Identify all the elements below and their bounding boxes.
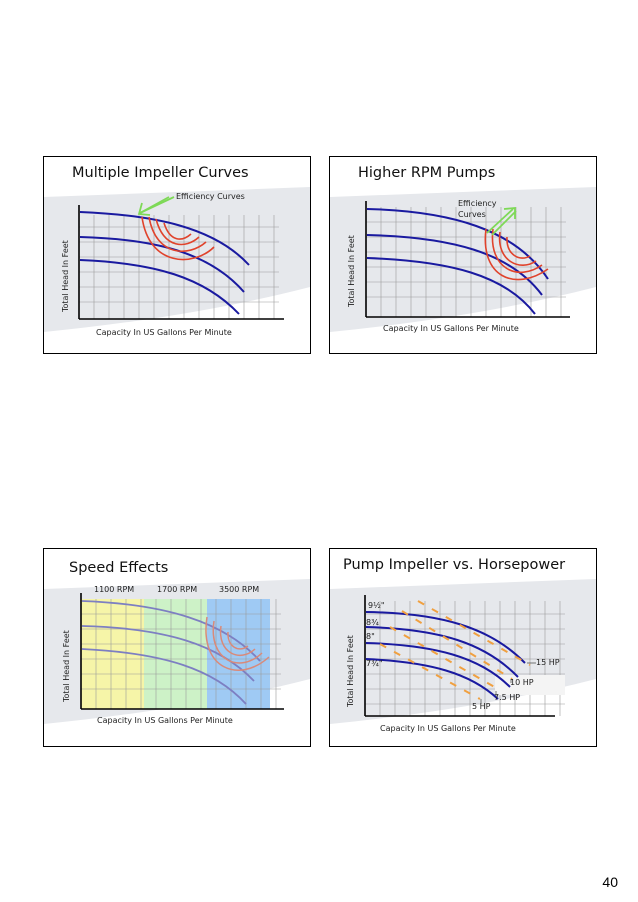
pump-curve-small — [79, 259, 240, 315]
pump-curve-mid — [81, 625, 255, 682]
impeller-label-8-75: 8¾ — [366, 618, 379, 627]
slide-pump-impeller-vs-horsepower: Pump Impeller vs. Horsepower 9½" 8¾ 8" 7… — [329, 548, 597, 747]
y-axis-label: Total Head In Feet — [61, 240, 70, 312]
efficiency-curves — [205, 616, 270, 671]
label-backdrop — [495, 675, 565, 695]
slide-title: Pump Impeller vs. Horsepower — [343, 557, 566, 573]
efficiency-curve-outer — [205, 616, 270, 671]
slide-multiple-impeller-curves: Multiple Impeller Curves Efficiency Curv… — [43, 156, 311, 354]
hp-line-15 — [417, 600, 531, 666]
rpm-label-3500: 3500 RPM — [219, 585, 260, 594]
x-axis-label: Capacity In US Gallons Per Minute — [380, 724, 516, 733]
slide-title: Multiple Impeller Curves — [72, 165, 249, 181]
hp-line-10 — [401, 610, 513, 680]
efficiency-curve-2 — [491, 228, 543, 274]
hp-label-5: 5 HP — [472, 702, 491, 711]
impeller-chart — [44, 187, 310, 332]
efficiency-curve-3 — [219, 625, 256, 657]
rpm-label-1700: 1700 RPM — [157, 585, 198, 594]
efficiency-curve-2 — [148, 216, 207, 252]
horsepower-lines — [379, 600, 531, 700]
chart-grid — [366, 207, 566, 317]
efficiency-curve-outer — [484, 228, 549, 281]
rpm-label-1100: 1100 RPM — [94, 585, 135, 594]
efficiency-curves — [141, 216, 215, 261]
hp-label-10: 10 HP — [510, 678, 534, 687]
slide-speed-effects: Speed Effects 1100 RPM 1700 RPM 3500 RPM… — [43, 548, 311, 747]
chart-grid — [365, 601, 565, 716]
efficiency-arrow-icon — [137, 196, 175, 216]
slide-title: Higher RPM Pumps — [358, 165, 496, 181]
efficiency-curve-inner — [163, 222, 192, 240]
horsepower-chart — [330, 579, 596, 724]
efficiency-annotation: Efficiency Curves — [176, 192, 245, 201]
x-axis-label: Capacity In US Gallons Per Minute — [96, 328, 232, 337]
zone-1700-rpm — [144, 599, 207, 709]
efficiency-curve-inner — [506, 236, 531, 259]
efficiency-annotation-line2: Curves — [458, 210, 486, 219]
efficiency-annotation-line1: Efficiency — [458, 199, 497, 208]
pump-curve-low — [366, 257, 536, 315]
y-axis-label: Total Head In Feet — [347, 235, 356, 307]
impeller-curve-7-75 — [365, 658, 499, 700]
x-axis-label: Capacity In US Gallons Per Minute — [97, 716, 233, 725]
y-axis-label: Total Head In Feet — [62, 630, 71, 702]
speed-chart — [44, 579, 310, 724]
pump-curve-large — [79, 211, 250, 266]
pump-curve-low — [81, 648, 247, 705]
x-axis-label: Capacity In US Gallons Per Minute — [383, 324, 519, 333]
page-number: 40 — [602, 874, 618, 890]
y-axis-label: Total Head In Feet — [346, 635, 355, 707]
hp-label-7-5: 7.5 HP — [494, 693, 521, 702]
hp-line-7-5 — [389, 626, 499, 690]
rpm-chart — [330, 187, 596, 332]
pump-curve-mid — [366, 234, 543, 296]
hp-label-15: 15 HP — [536, 658, 560, 667]
efficiency-curve-inner — [227, 631, 249, 650]
slide-title: Speed Effects — [69, 560, 169, 576]
efficiency-curve-2 — [212, 620, 263, 664]
efficiency-curve-3 — [155, 218, 200, 246]
efficiency-curve-3 — [498, 231, 537, 266]
background-swoosh — [330, 187, 596, 332]
impeller-curve-8 — [365, 642, 511, 688]
slide-higher-rpm-pumps: Higher RPM Pumps Efficiency Curves Capac… — [329, 156, 597, 354]
label-leader-lines — [480, 662, 536, 704]
impeller-label-7-75: 7¾" — [366, 659, 383, 668]
impeller-label-9-5: 9½" — [368, 601, 385, 610]
efficiency-arrow-icon — [486, 207, 517, 236]
impeller-label-8: 8" — [366, 632, 375, 641]
hp-line-5 — [379, 643, 481, 700]
chart-grid — [79, 215, 279, 319]
efficiency-curve-outer — [141, 216, 215, 261]
efficiency-curves — [484, 228, 549, 281]
